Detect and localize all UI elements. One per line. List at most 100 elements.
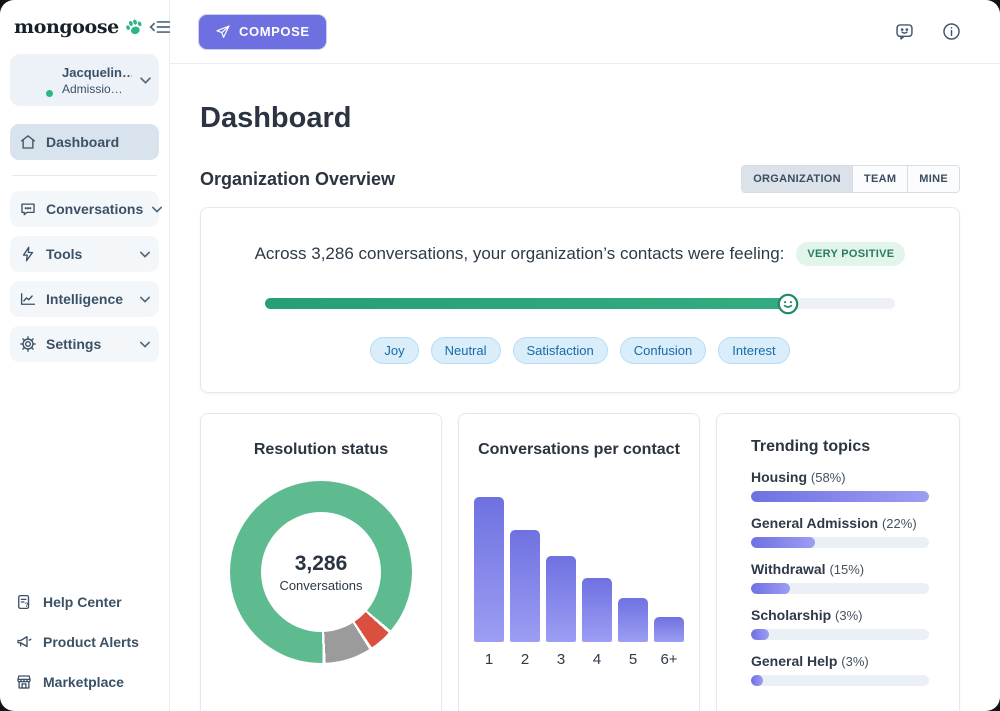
sidebar-divider (12, 175, 157, 176)
storefront-icon (15, 673, 33, 691)
compose-button[interactable]: COMPOSE (199, 14, 326, 49)
logo-wordmark: mongoose (14, 16, 119, 38)
svg-text:?: ? (25, 603, 29, 609)
topic-bar-track (751, 675, 929, 686)
donut-center-value: 3,286 (294, 551, 348, 575)
topic-bar-track (751, 491, 929, 502)
paw-icon (124, 17, 144, 37)
topics-list: Housing (58%) General Admission (22%) With… (751, 469, 929, 686)
sidebar-footer: ? Help Center Product Alerts (10, 593, 159, 691)
sidebar-item-tools[interactable]: Tools (10, 236, 159, 272)
sentiment-gauge (265, 293, 895, 315)
info-icon[interactable] (941, 21, 962, 42)
sidebar-item-dashboard[interactable]: Dashboard (10, 124, 159, 160)
topic-bar-fill (751, 629, 769, 640)
bar-chart (459, 497, 699, 642)
bar-chart-x-labels: 1 2 3 4 5 6+ (459, 651, 699, 668)
trending-topics-card: Trending topics Housing (58%) General Adm… (716, 413, 960, 711)
sidebar-item-label: Help Center (43, 594, 122, 610)
emotion-tag[interactable]: Neutral (430, 337, 501, 364)
sidebar-item-label: Settings (46, 336, 102, 352)
bar-x-label: 5 (628, 651, 638, 668)
bar-x-label: 4 (592, 651, 602, 668)
topic-row: General Help (3%) (751, 653, 929, 686)
topic-bar-fill (751, 583, 791, 594)
bar (546, 556, 576, 642)
chevron-down-icon (140, 296, 150, 303)
chevron-down-icon (140, 251, 150, 258)
topic-label: General Admission (22%) (751, 515, 917, 531)
topic-row: Scholarship (3%) (751, 607, 929, 640)
card-title: Conversations per contact (478, 441, 680, 458)
sentiment-badge: VERY POSITIVE (796, 242, 906, 266)
sidebar: mongoose (0, 0, 170, 711)
emotion-tag[interactable]: Interest (718, 337, 790, 364)
bar (654, 617, 684, 642)
bar-x-label: 3 (556, 651, 566, 668)
send-plane-icon (215, 24, 231, 40)
sidebar-item-conversations[interactable]: Conversations (10, 191, 163, 227)
sidebar-item-label: Marketplace (43, 674, 124, 690)
bar (510, 530, 540, 642)
smiley-marker-icon (777, 293, 799, 315)
bar (618, 598, 648, 642)
online-status-dot (44, 88, 55, 99)
chevron-down-icon (140, 341, 150, 348)
bar-x-label: 1 (484, 651, 494, 668)
topic-bar-track (751, 537, 929, 548)
tab-mine[interactable]: MINE (907, 166, 959, 192)
topic-bar-track (751, 583, 929, 594)
home-icon (19, 133, 37, 151)
emotion-tag[interactable]: Confusion (619, 337, 707, 364)
main-area: COMPOSE Dashboard (170, 0, 1000, 711)
topic-label: Scholarship (3%) (751, 607, 863, 623)
topic-bar-fill (751, 491, 929, 502)
megaphone-icon (15, 633, 33, 651)
conversations-per-contact-card: Conversations per contact 1 2 3 4 5 6+ (458, 413, 700, 711)
page-title: Dashboard (200, 102, 352, 134)
sidebar-item-marketplace[interactable]: Marketplace (15, 673, 154, 691)
tab-team[interactable]: TEAM (851, 166, 908, 192)
topic-label: General Help (3%) (751, 653, 869, 669)
sidebar-item-label: Intelligence (46, 291, 124, 307)
topic-bar-fill (751, 675, 764, 686)
topic-percent: (3%) (841, 654, 869, 669)
sidebar-item-help-center[interactable]: ? Help Center (15, 593, 154, 611)
donut-center-label: Conversations (279, 577, 363, 593)
sidebar-item-label: Product Alerts (43, 634, 139, 650)
gear-icon (19, 335, 37, 353)
chat-bubble-icon (19, 200, 37, 218)
topic-bar-fill (751, 537, 816, 548)
profile-role: Admissio… (62, 81, 123, 96)
emotion-tag[interactable]: Satisfaction (512, 337, 608, 364)
avatar (18, 62, 55, 99)
profile-card[interactable]: Jacquelin… Admissio… (10, 54, 159, 106)
sidebar-nav: Dashboard Conversations (10, 124, 163, 362)
topic-percent: (22%) (881, 516, 917, 531)
topic-percent: (58%) (810, 470, 846, 485)
card-title: Trending topics (751, 438, 871, 455)
feedback-chat-icon[interactable] (894, 21, 915, 42)
sidebar-item-intelligence[interactable]: Intelligence (10, 281, 159, 317)
bar-x-label: 6+ (660, 651, 678, 668)
sidebar-item-settings[interactable]: Settings (10, 326, 159, 362)
help-doc-icon: ? (15, 593, 33, 611)
topic-percent: (3%) (835, 608, 863, 623)
sidebar-item-label: Tools (46, 246, 83, 262)
lightning-icon (19, 245, 37, 263)
sidebar-collapse-icon[interactable] (149, 17, 171, 37)
sidebar-item-label: Dashboard (46, 134, 120, 150)
scope-segmented-control: ORGANIZATION TEAM MINE (741, 165, 960, 193)
profile-name: Jacquelin… (62, 64, 132, 80)
topic-label: Withdrawal (15%) (751, 561, 865, 577)
bar (474, 497, 504, 642)
tab-organization[interactable]: ORGANIZATION (742, 166, 852, 192)
chevron-down-icon (152, 206, 163, 213)
bar (582, 578, 612, 642)
topic-row: Housing (58%) (751, 469, 929, 502)
emotion-tag[interactable]: Joy (370, 337, 419, 364)
gauge-fill (265, 298, 788, 309)
sidebar-item-product-alerts[interactable]: Product Alerts (15, 633, 154, 651)
line-chart-icon (19, 290, 37, 308)
